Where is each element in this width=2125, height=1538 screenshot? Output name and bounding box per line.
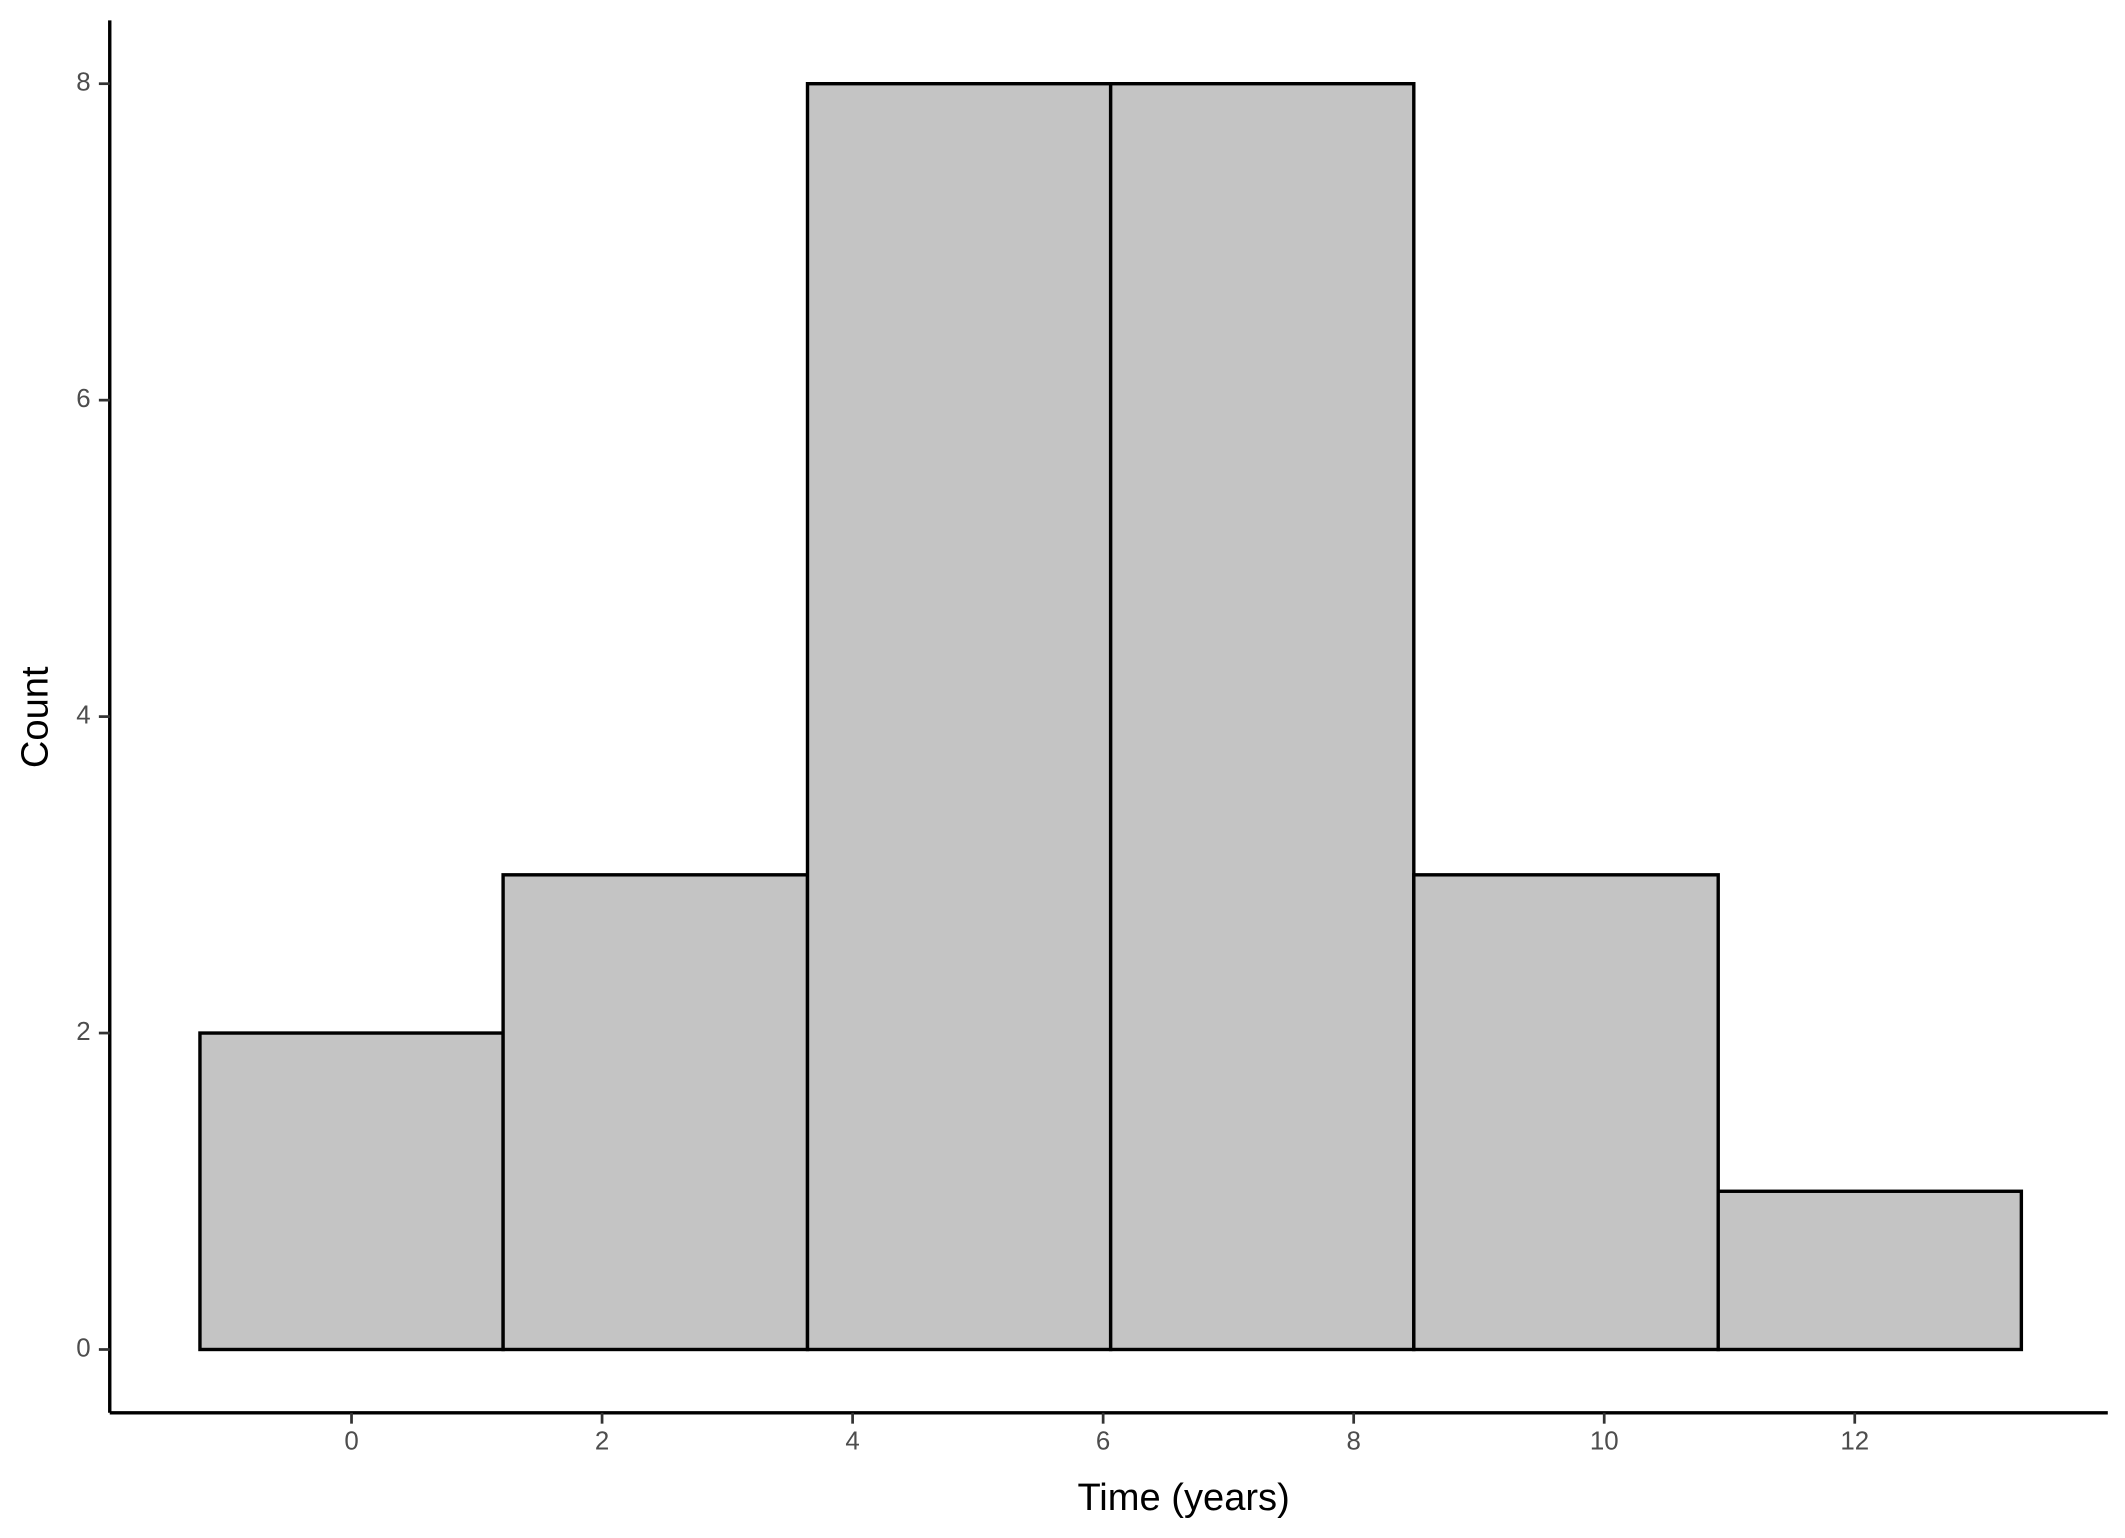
x-tick-label: 12 [1840,1428,1869,1456]
bar [1108,82,1416,1352]
y-axis-title: Count [15,666,57,768]
y-tick-label: 4 [76,701,90,729]
x-axis-title: Time (years) [1077,1477,1289,1519]
x-tick-label: 2 [595,1428,609,1456]
bar [1412,873,1720,1352]
y-tick-label: 6 [76,385,90,413]
bar [805,82,1113,1352]
y-tick-label: 8 [76,69,90,97]
x-tick-label: 8 [1346,1428,1360,1456]
y-tick-label: 2 [76,1018,90,1046]
x-tick-label: 10 [1590,1428,1619,1456]
x-tick-label: 4 [845,1428,859,1456]
bar [1716,1189,2024,1352]
x-tick-label: 0 [344,1428,358,1456]
bar [501,873,810,1352]
x-tick-label: 6 [1096,1428,1110,1456]
bar [198,1031,505,1352]
y-tick-label: 0 [76,1334,90,1362]
